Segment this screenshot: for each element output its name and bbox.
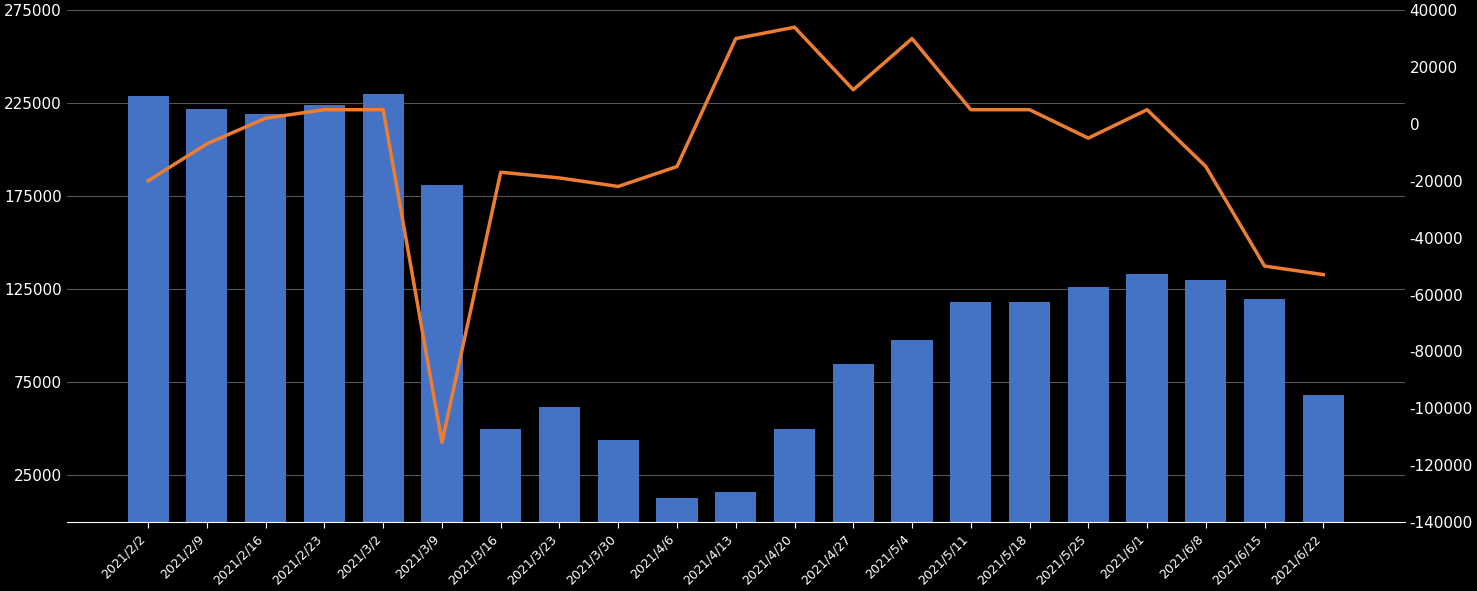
Bar (892, 340, 932, 522)
Bar (363, 94, 403, 522)
Bar (421, 185, 462, 522)
Bar (598, 440, 638, 522)
Bar (1244, 298, 1285, 522)
Bar (1009, 303, 1050, 522)
Bar (1127, 274, 1168, 522)
Bar (1068, 287, 1109, 522)
Bar (245, 115, 287, 522)
Bar (715, 492, 756, 522)
Bar (1185, 280, 1226, 522)
Bar (186, 109, 227, 522)
Bar (127, 96, 168, 522)
Bar (539, 407, 580, 522)
Bar (774, 429, 815, 522)
Bar (480, 429, 521, 522)
Bar (950, 303, 991, 522)
Bar (1303, 395, 1344, 522)
Bar (304, 105, 346, 522)
Bar (833, 364, 874, 522)
Bar (656, 498, 697, 522)
